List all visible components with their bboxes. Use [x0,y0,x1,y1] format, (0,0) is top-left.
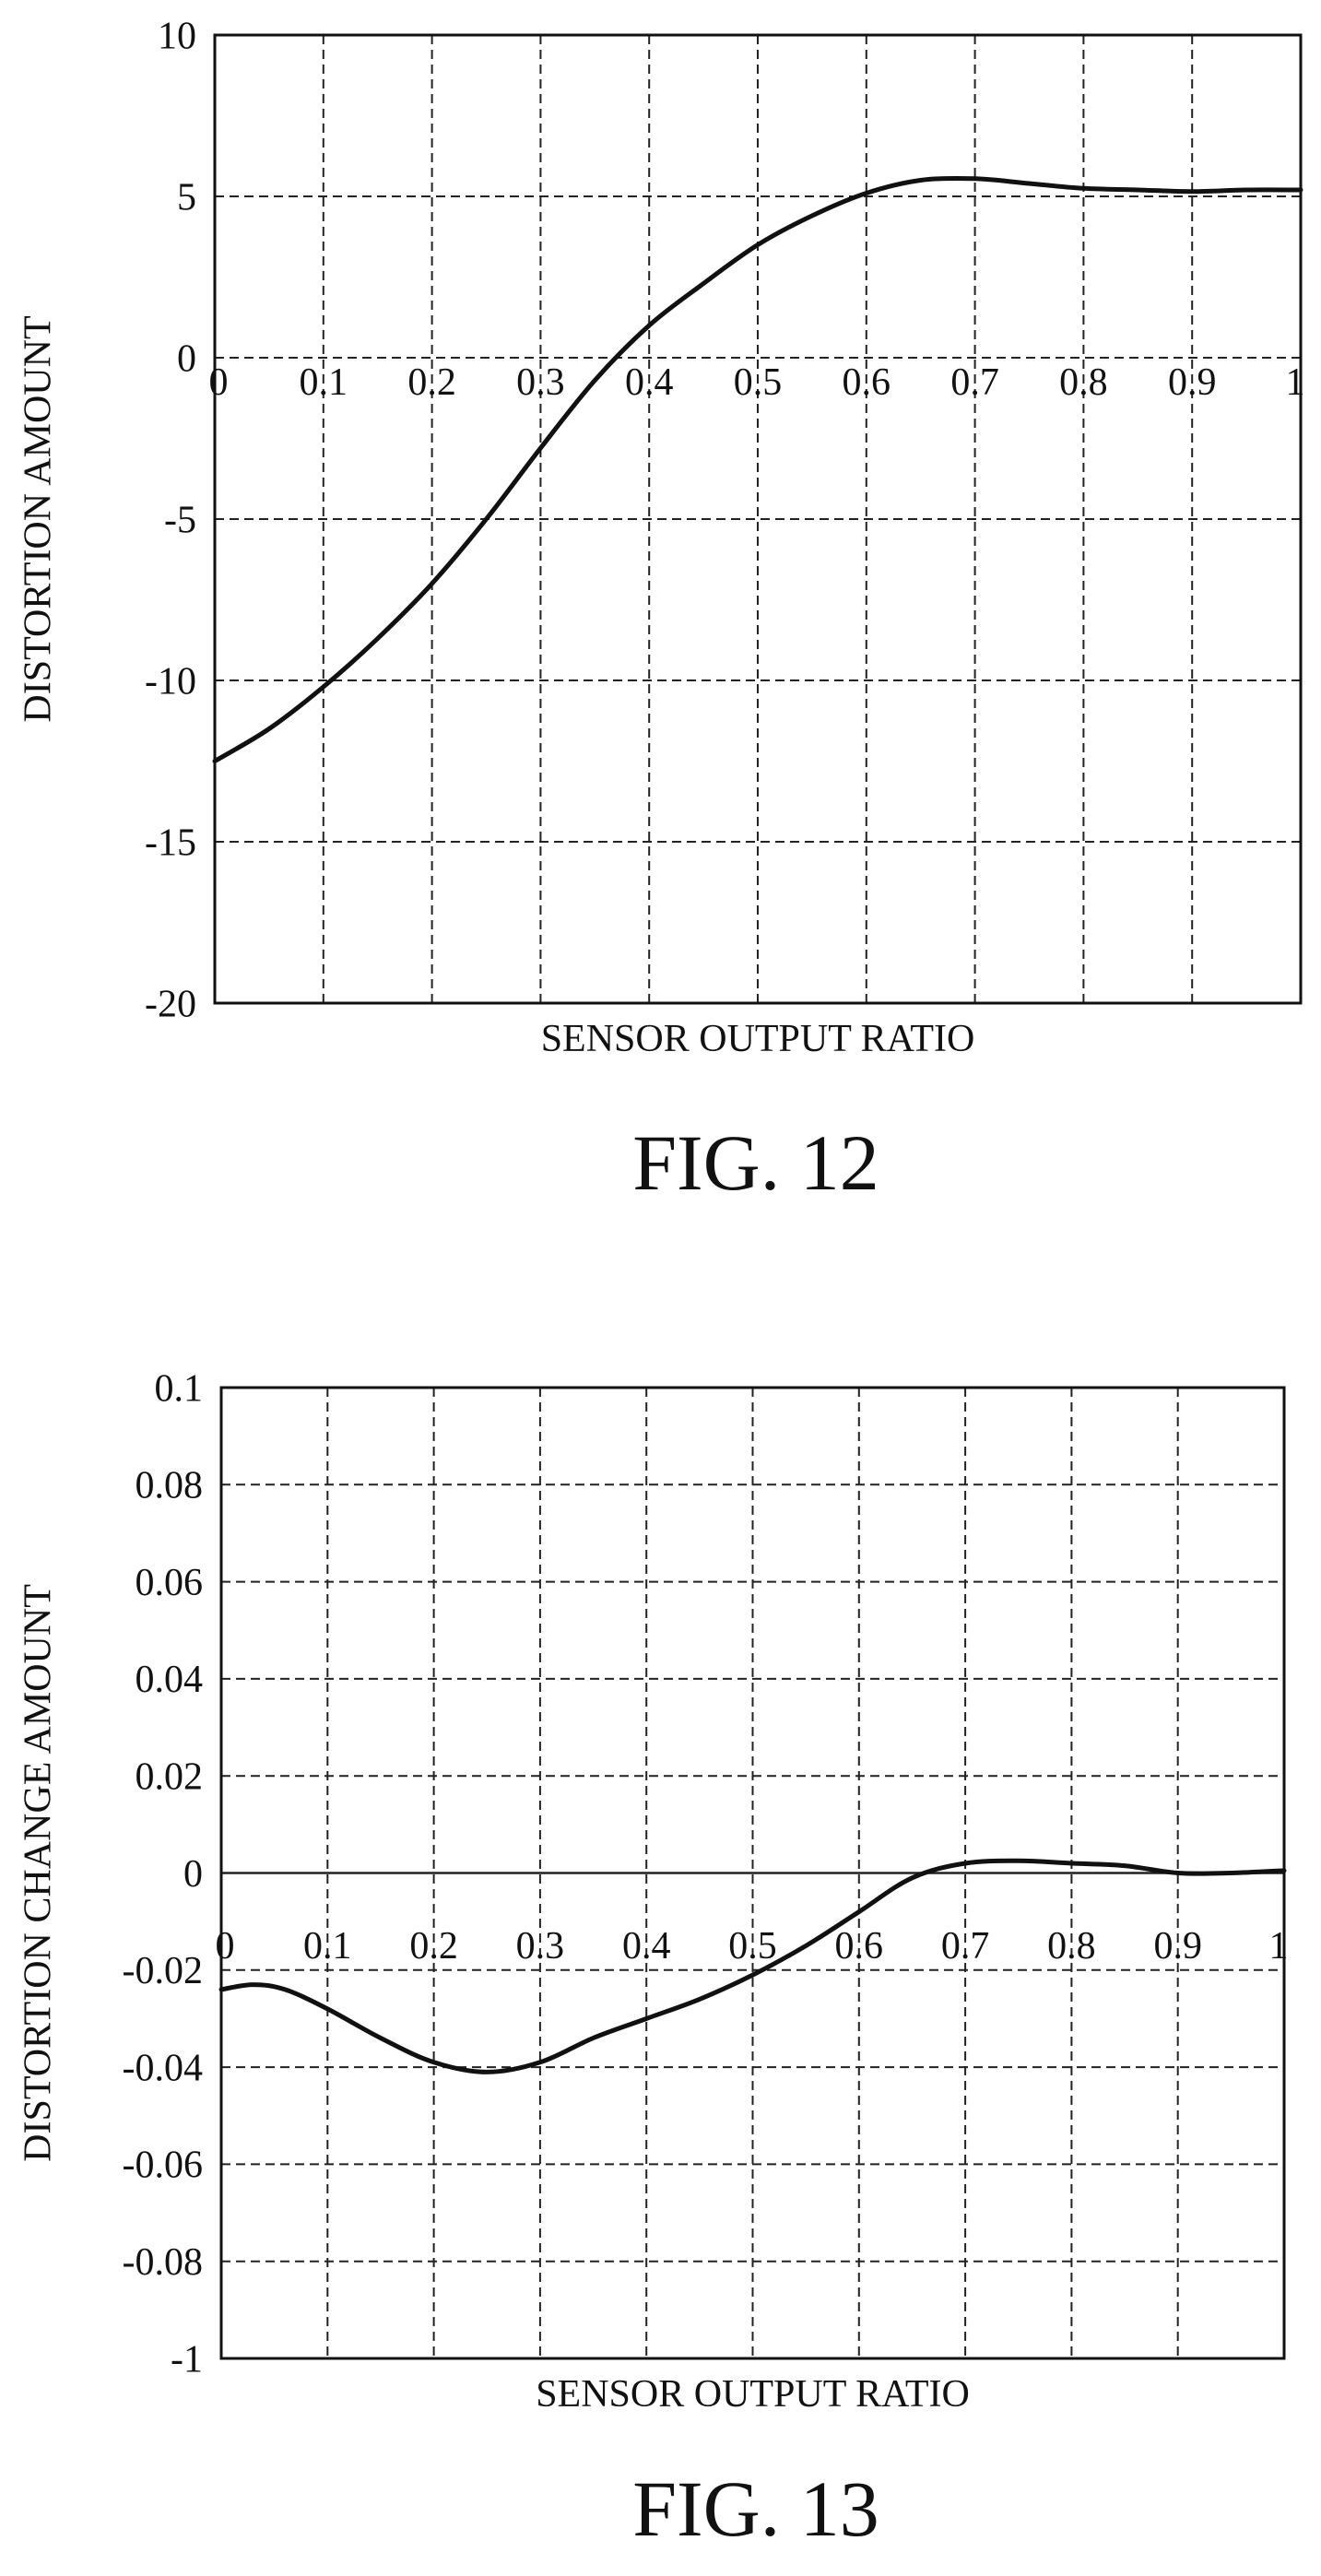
figure-13: 0.1 0.08 0.06 0.04 0.02 0 -0.02 -0.04 -0.06 -0.08… [0,1286,1321,2571]
x-tick-label: 0.8 [1047,1925,1096,1967]
distortion-change-amount-chart: 0.1 0.08 0.06 0.04 0.02 0 -0.02 -0.04 -0.06 -0.08… [0,1286,1321,2571]
y-tick-label: -0.04 [123,2047,204,2089]
x-tick-label: 0.5 [728,1925,777,1967]
x-tick-label: 0.2 [409,1925,458,1967]
y-tick-label: 0.02 [136,1755,204,1798]
x-tick-label: 0.8 [1059,361,1108,404]
y-tick-label: -0.08 [123,2241,204,2284]
x-tick-label: 0.6 [843,361,891,404]
x-tick-label: 0.9 [1168,361,1217,404]
x-axis-label: SENSOR OUTPUT RATIO [541,1018,975,1060]
y-tick-label: 0.1 [155,1367,204,1410]
y-tick-label: 10 [158,15,196,57]
distortion-amount-chart: 10 5 0 -5 -10 -15 -20 0 0.1 0.2 0.3 0.4 0.5 0.6 0.7 0.8… [0,0,1321,1286]
x-tick-label: 0.7 [941,1925,990,1967]
x-tick-label: 0.3 [516,361,565,404]
y-tick-label: 0.06 [136,1562,204,1604]
y-axis-label: DISTORTION AMOUNT [18,315,60,722]
x-tick-label: 1 [1286,361,1305,404]
y-tick-label: -5 [164,499,196,541]
x-axis-label: SENSOR OUTPUT RATIO [536,2373,970,2416]
x-tick-label: 0.2 [407,361,456,404]
x-tick-label: 0.7 [950,361,999,404]
y-axis-label: DISTORTION CHANGE AMOUNT [18,1584,60,2162]
y-tick-label: 0.08 [136,1465,204,1507]
x-tick-label: 0.5 [734,361,783,404]
y-tick-label: -10 [145,660,196,703]
x-tick-label: 1 [1269,1925,1289,1967]
y-tick-label: 0 [183,1853,203,1896]
figure-12: 10 5 0 -5 -10 -15 -20 0 0.1 0.2 0.3 0.4 0.5 0.6 0.7 0.8… [0,0,1321,1286]
y-tick-label: 0 [177,337,196,380]
figure-label: FIG. 12 [632,1118,879,1207]
x-tick-label: 0 [216,1925,235,1967]
y-tick-label: -1 [171,2338,203,2381]
x-tick-label: 0.3 [516,1925,565,1967]
x-tick-label: 0.1 [303,1925,352,1967]
x-tick-label: 0.1 [300,361,348,404]
y-tick-label: -0.06 [123,2145,204,2187]
y-tick-label: 5 [177,176,196,219]
x-tick-label: 0.4 [625,361,674,404]
x-tick-label: 0.9 [1153,1925,1202,1967]
x-tick-label: 0.4 [622,1925,671,1967]
x-tick-label: 0 [209,361,229,404]
y-tick-label: -20 [145,983,196,1025]
y-tick-label: 0.04 [136,1659,204,1701]
y-tick-label: -0.02 [123,1950,204,1992]
x-tick-label: 0.6 [835,1925,884,1967]
figure-label: FIG. 13 [632,2464,879,2553]
y-tick-label: -15 [145,821,196,864]
